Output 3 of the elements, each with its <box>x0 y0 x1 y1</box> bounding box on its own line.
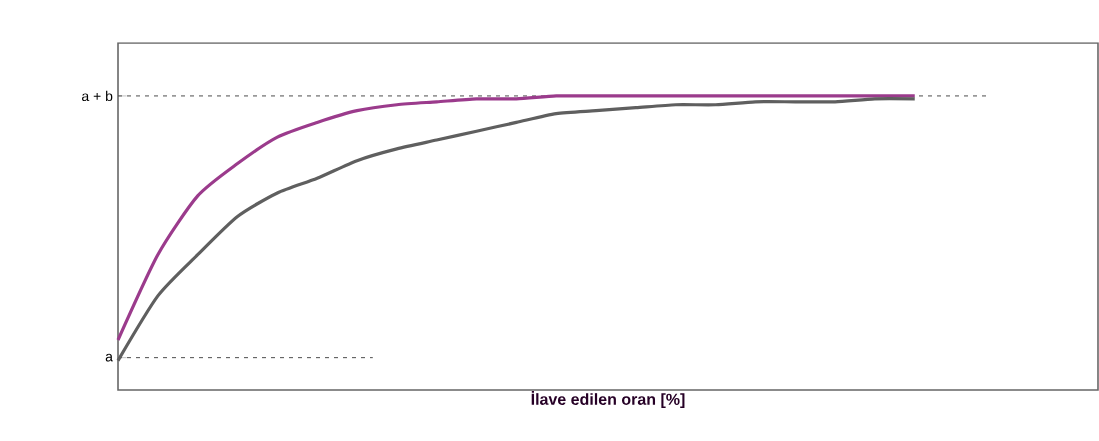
ref-line-label: a <box>105 353 113 362</box>
ref-line-label: a + b <box>82 90 113 102</box>
x-axis-title: İlave edilen oran [%] <box>531 391 685 409</box>
